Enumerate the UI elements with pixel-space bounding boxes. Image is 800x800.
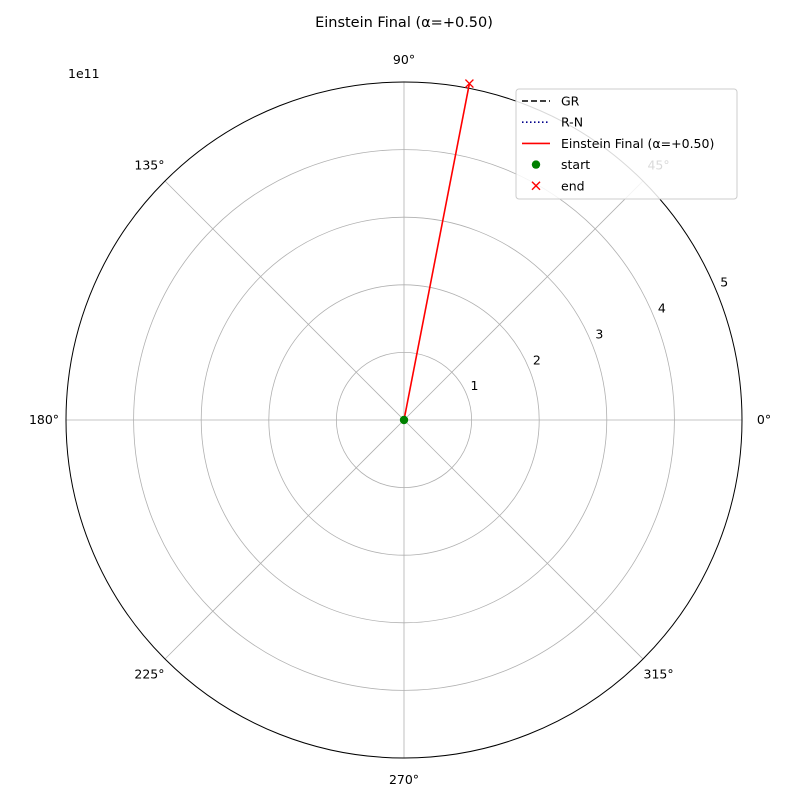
legend-entry: GR — [522, 94, 580, 109]
legend-handle — [531, 160, 541, 169]
legend-label: GR — [561, 94, 580, 109]
legend-label: Einstein Final (α=+0.50) — [561, 136, 714, 151]
series-layer — [399, 79, 474, 425]
legend-label: start — [561, 157, 590, 172]
polar-grid — [65, 81, 743, 759]
theta-tick-label: 315° — [644, 667, 674, 682]
theta-tick-label: 0° — [757, 412, 771, 427]
theta-gridline — [403, 419, 644, 660]
legend-box — [515, 88, 738, 200]
legend-entry: Einstein Final (α=+0.50) — [522, 136, 714, 151]
theta-tick-label: 180° — [29, 412, 59, 427]
legend-handle — [531, 181, 541, 191]
theta-tick-label: 135° — [134, 157, 164, 172]
theta-tick-label: 90° — [393, 52, 415, 67]
theta-tick-label: 270° — [389, 772, 419, 787]
legend: GR R-N Einstein Final (α=+0.50) start end — [515, 88, 738, 200]
polar-frame — [65, 81, 743, 759]
r-tick-label: 3 — [595, 326, 603, 341]
theta-gridline — [164, 419, 405, 660]
legend-label: end — [561, 178, 585, 193]
legend-entry: end — [531, 178, 585, 193]
legend-entry: start — [531, 157, 590, 172]
theta-tick-label: 225° — [134, 667, 164, 682]
chart-title: Einstein Final (α=+0.50) — [315, 15, 493, 31]
r-tick-label: 5 — [720, 275, 728, 290]
r-tick-label: 2 — [533, 352, 541, 367]
marker-end — [464, 79, 474, 89]
radial-tick-labels: 1 2 3 4 5 — [470, 275, 728, 393]
r-tick-label: 1 — [470, 378, 478, 393]
legend-label: R-N — [561, 115, 583, 130]
marker-stroke — [464, 79, 474, 89]
series-line — [403, 83, 471, 421]
legend-entry: R-N — [522, 115, 583, 130]
theta-gridline — [403, 180, 644, 421]
theta-gridline — [164, 180, 405, 421]
r-tick-label: 4 — [658, 301, 666, 316]
marker-start — [399, 415, 409, 425]
r-offset-label: 1e11 — [68, 66, 100, 81]
